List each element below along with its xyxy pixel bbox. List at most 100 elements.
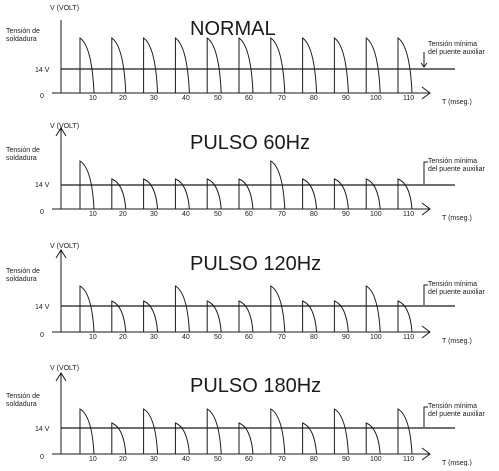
- y-axis-arrow: [55, 127, 67, 137]
- x-tick-label: 10: [89, 95, 97, 102]
- short-pulse: [238, 422, 254, 455]
- x-tick-label: 70: [278, 334, 286, 341]
- x-tick-label: 100: [370, 95, 382, 102]
- x-tick-label: 100: [370, 211, 382, 218]
- origin-label: 0: [40, 454, 44, 461]
- y-side-label-line2: soldadura: [6, 36, 37, 43]
- short-pulse: [143, 300, 159, 333]
- y-side-label-line2: soldadura: [6, 276, 37, 283]
- x-tick-label: 30: [150, 334, 158, 341]
- annotation-line2: del puente auxiliar: [428, 49, 485, 56]
- x-tick-labels: 10 20 30 40 50 60 70 80 90 100 110: [89, 334, 414, 341]
- short-pulse: [397, 178, 413, 210]
- short-pulse: [206, 300, 222, 333]
- x-tick-label: 40: [182, 456, 190, 463]
- panel-pulso-180hz: PULSO 180Hz V (VOLT) Tensión de soldadur…: [6, 365, 485, 467]
- x-tick-label: 40: [182, 211, 190, 218]
- x-tick-label: 100: [370, 334, 382, 341]
- x-tick-labels: 10 20 30 40 50 60 70 80 90 100 110: [89, 456, 414, 463]
- x-tick-label: 10: [89, 334, 97, 341]
- annotation-pointer: [423, 406, 428, 427]
- short-pulse: [143, 178, 159, 210]
- y-axis-label: V (VOLT): [50, 243, 79, 250]
- tall-pulse: [143, 408, 159, 455]
- ref-level-label: 14 V: [35, 426, 50, 433]
- x-tick-label: 20: [119, 211, 127, 218]
- annotation-line1: Tensión mínima: [428, 41, 477, 48]
- panel-pulso-60hz: PULSO 60Hz V (VOLT) Tensión de soldadura…: [6, 123, 485, 222]
- x-tick-label: 90: [342, 334, 350, 341]
- tall-pulse: [79, 285, 95, 333]
- short-pulse: [333, 178, 349, 210]
- x-tick-label: 80: [310, 211, 318, 218]
- annotation-pointer-head: [420, 62, 428, 68]
- short-pulse: [111, 178, 127, 210]
- x-axis-label: T (mseg.): [442, 460, 472, 466]
- tall-pulse: [333, 408, 349, 455]
- x-tick-label: 50: [214, 456, 222, 463]
- x-tick-label: 20: [119, 456, 127, 463]
- origin-label: 0: [40, 209, 44, 216]
- x-tick-label: 60: [245, 456, 253, 463]
- pulse-train: [79, 285, 413, 333]
- annotation-pointer: [423, 161, 428, 184]
- x-tick-label: 10: [89, 456, 97, 463]
- short-pulse: [111, 300, 127, 333]
- x-tick-label: 80: [310, 334, 318, 341]
- x-tick-label: 70: [278, 456, 286, 463]
- tall-pulse: [206, 37, 222, 94]
- short-pulse: [302, 422, 318, 455]
- x-tick-label: 80: [310, 95, 318, 102]
- tall-pulse: [365, 285, 381, 333]
- panel-normal: NORMAL V (VOLT) Tensión de soldadura 14 …: [6, 5, 485, 106]
- short-pulse: [365, 422, 381, 455]
- x-axis-label: T (mseg.): [442, 99, 472, 106]
- x-tick-label: 30: [150, 456, 158, 463]
- short-pulse: [238, 300, 254, 333]
- x-axis-arrow: [421, 447, 431, 461]
- y-axis-label: V (VOLT): [50, 123, 79, 130]
- x-axis-arrow: [421, 86, 431, 100]
- panel-title: PULSO 120Hz: [190, 253, 321, 275]
- pulse-train: [79, 160, 413, 210]
- y-axis-label: V (VOLT): [50, 365, 79, 372]
- x-tick-label: 20: [119, 334, 127, 341]
- tall-pulse: [270, 285, 286, 333]
- y-side-label-line2: soldadura: [6, 401, 37, 408]
- short-pulse: [238, 178, 254, 210]
- panel-title: PULSO 180Hz: [190, 375, 321, 397]
- x-axis-label: T (mseg.): [442, 338, 472, 345]
- tall-pulse: [79, 37, 95, 94]
- tall-pulse: [174, 285, 190, 333]
- annotation-line1: Tensión mínima: [428, 158, 477, 165]
- annotation-line1: Tensión mínima: [428, 403, 477, 410]
- x-tick-label: 40: [182, 334, 190, 341]
- x-tick-label: 70: [278, 95, 286, 102]
- x-tick-label: 100: [370, 456, 382, 463]
- x-tick-label: 90: [342, 456, 350, 463]
- tall-pulse: [333, 37, 349, 94]
- tall-pulse: [270, 160, 286, 210]
- y-axis-arrow: [55, 372, 67, 382]
- x-tick-label: 50: [214, 211, 222, 218]
- ref-level-label: 14 V: [35, 67, 50, 74]
- x-tick-label: 90: [342, 95, 350, 102]
- short-pulse: [174, 422, 190, 455]
- annotation-line2: del puente auxiliar: [428, 289, 485, 296]
- x-tick-label: 60: [245, 95, 253, 102]
- x-tick-labels: 10 20 30 40 50 60 70 80 90 100 110: [89, 211, 414, 218]
- ref-level-label: 14 V: [35, 182, 50, 189]
- tall-pulse: [238, 37, 254, 94]
- panel-title: PULSO 60Hz: [190, 132, 310, 154]
- panel-title: NORMAL: [190, 18, 276, 40]
- tall-pulse: [270, 37, 286, 94]
- short-pulse: [302, 300, 318, 333]
- x-axis-label: T (mseg.): [442, 215, 472, 222]
- x-tick-label: 80: [310, 456, 318, 463]
- tall-pulse: [79, 408, 95, 455]
- x-tick-label: 90: [342, 211, 350, 218]
- x-tick-label: 110: [403, 95, 414, 102]
- y-side-label-line1: Tensión de: [6, 28, 40, 35]
- annotation-line2: del puente auxiliar: [428, 166, 485, 173]
- tall-pulse: [365, 37, 381, 94]
